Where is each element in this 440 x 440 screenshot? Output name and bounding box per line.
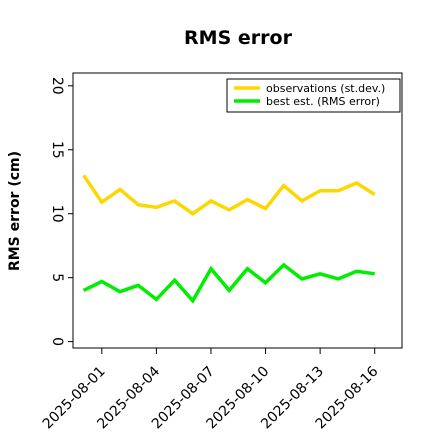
x-axis: 2025-08-012025-08-042025-08-072025-08-10… — [40, 348, 382, 432]
y-axis: 0 5 10 15 20 — [49, 77, 73, 346]
y-tick-label: 20 — [49, 77, 65, 95]
y-tick-label: 10 — [49, 205, 65, 223]
y-axis-label: RMS error (cm) — [7, 151, 23, 271]
legend: observations (st.dev.)best est. (RMS err… — [226, 78, 401, 113]
series-line-best-estimate — [82, 262, 375, 304]
y-tick-label: 0 — [49, 337, 65, 346]
series-line-observations — [82, 174, 376, 216]
series-lines — [82, 174, 376, 304]
legend-label: observations (st.dev.) — [266, 82, 385, 95]
y-tick-label: 5 — [49, 273, 65, 282]
legend-label: best est. (RMS error) — [266, 95, 380, 108]
y-tick-label: 15 — [49, 141, 65, 159]
legend-box — [226, 78, 401, 113]
plot-frame — [72, 72, 403, 349]
chart-title: RMS error — [184, 27, 293, 49]
